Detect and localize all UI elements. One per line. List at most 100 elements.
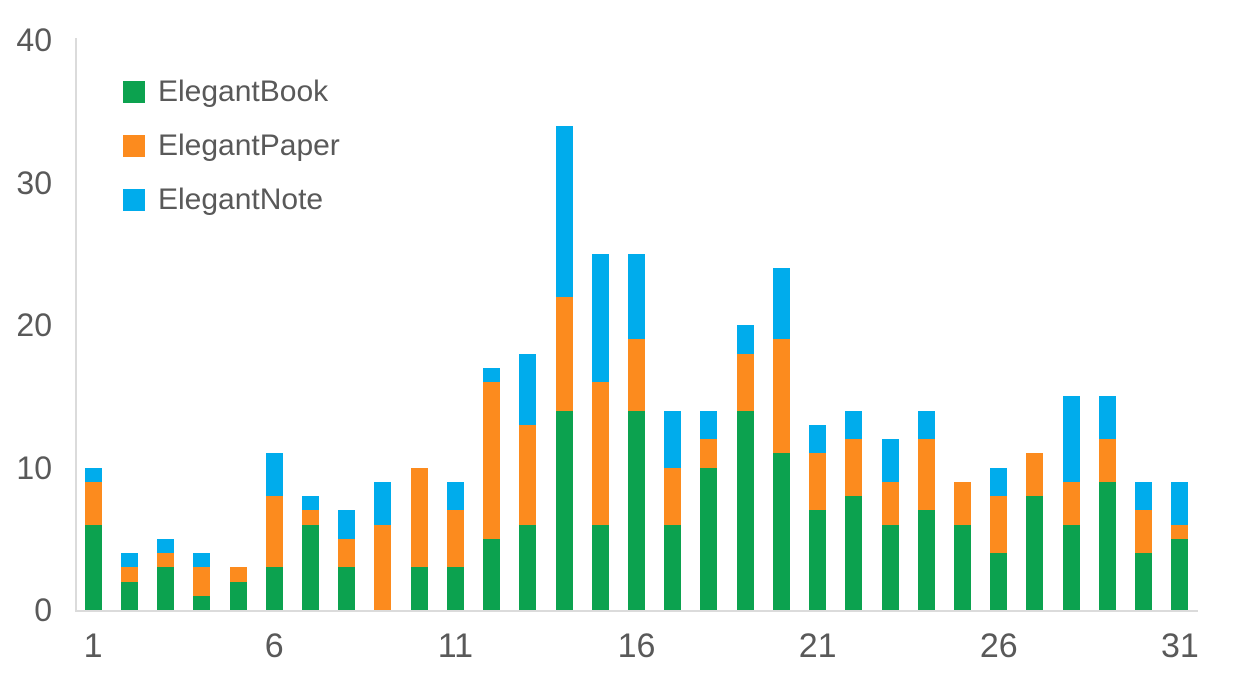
bar-segment-elegantnote-day19: [736, 325, 754, 354]
bar-segment-elegantnote-day2: [120, 553, 138, 568]
legend: ElegantBook ElegantPaper ElegantNote: [123, 75, 340, 216]
bar-segment-elegantbook-day24: [917, 510, 935, 610]
bar-segment-elegantpaper-day28: [1062, 481, 1080, 525]
bar-segment-elegantpaper-day23: [881, 481, 899, 525]
y-axis-tick-label: 0: [34, 592, 52, 628]
bar-segment-elegantbook-day29: [1098, 481, 1116, 610]
bar-segment-elegantbook-day2: [120, 581, 138, 610]
bar-segment-elegantpaper-day11: [446, 510, 464, 568]
plot-area: [75, 38, 1198, 612]
bar-segment-elegantpaper-day9: [374, 524, 392, 610]
bar-segment-elegantbook-day20: [772, 453, 790, 610]
bar-segment-elegantpaper-day7: [301, 510, 319, 525]
bar-segment-elegantnote-day20: [772, 268, 790, 340]
bar-segment-elegantnote-day23: [881, 439, 899, 482]
x-axis-tick-label: 6: [264, 627, 284, 665]
bar-segment-elegantbook-day18: [700, 467, 718, 610]
bar-segment-elegantbook-day6: [265, 567, 283, 610]
bar-segment-elegantbook-day1: [84, 524, 102, 610]
bar-segment-elegantpaper-day5: [229, 567, 247, 582]
bar-segment-elegantnote-day11: [446, 481, 464, 511]
bar-segment-elegantpaper-day19: [736, 353, 754, 411]
bar-segment-elegantpaper-day29: [1098, 439, 1116, 482]
bar-segment-elegantbook-day22: [845, 496, 863, 610]
bar-segment-elegantpaper-day30: [1135, 510, 1153, 553]
bar-segment-elegantpaper-day27: [1026, 453, 1044, 496]
bar-segment-elegantbook-day31: [1171, 538, 1189, 610]
bar-segment-elegantnote-day4: [193, 553, 211, 568]
y-axis-tick-label: 20: [16, 307, 52, 343]
bar-segment-elegantpaper-day12: [483, 382, 501, 539]
bar-segment-elegantpaper-day2: [120, 567, 138, 582]
bar-segment-elegantbook-day25: [954, 524, 972, 610]
x-axis-tick-label: 11: [437, 627, 473, 665]
bar-segment-elegantbook-day27: [1026, 496, 1044, 610]
legend-label: ElegantBook: [158, 75, 329, 108]
legend-swatch-icon: [123, 81, 145, 103]
bar-segment-elegantbook-day7: [301, 524, 319, 610]
bar-segment-elegantpaper-day6: [265, 496, 283, 568]
x-axis-tick-label: 1: [83, 627, 103, 665]
bar-segment-elegantpaper-day13: [519, 424, 537, 525]
legend-swatch-icon: [123, 135, 145, 157]
bar-segment-elegantnote-day15: [591, 253, 609, 382]
bar-segment-elegantbook-day5: [229, 581, 247, 610]
y-axis-tick-label: 10: [16, 449, 52, 486]
bar-segment-elegantbook-day14: [555, 410, 573, 610]
bar-segment-elegantnote-day26: [990, 467, 1008, 496]
bar-segment-elegantnote-day13: [519, 353, 537, 425]
bar-segment-elegantnote-day9: [374, 481, 392, 525]
bar-segment-elegantpaper-day25: [954, 481, 972, 525]
bar-segment-elegantpaper-day21: [809, 453, 827, 511]
bar-segment-elegantpaper-day16: [628, 339, 645, 411]
x-axis-tick-label: 16: [617, 627, 656, 665]
bar-segment-elegantnote-day17: [664, 410, 682, 468]
bar-segment-elegantnote-day29: [1098, 396, 1116, 439]
bar-segment-elegantnote-day14: [555, 125, 573, 297]
bar-segment-elegantnote-day6: [265, 453, 283, 496]
x-axis-tick-label: 31: [1160, 627, 1199, 665]
legend-item-elegantnote: ElegantNote: [123, 183, 340, 216]
bar-segment-elegantnote-day31: [1171, 481, 1189, 525]
bar-segment-elegantpaper-day17: [664, 467, 682, 525]
bar-segment-elegantbook-day26: [990, 553, 1008, 610]
bar-segment-elegantbook-day4: [193, 595, 211, 610]
bar-segment-elegantbook-day28: [1062, 524, 1080, 610]
legend-item-elegantbook: ElegantBook: [123, 75, 340, 108]
bar-segment-elegantbook-day17: [664, 524, 682, 610]
bar-segment-elegantpaper-day3: [157, 553, 175, 568]
bar-segment-elegantbook-day10: [410, 567, 428, 610]
bar-segment-elegantpaper-day1: [84, 481, 102, 525]
bar-segment-elegantnote-day30: [1135, 481, 1153, 511]
y-axis-tick-label: 30: [16, 164, 52, 201]
bar-segment-elegantbook-day8: [338, 567, 356, 610]
x-axis-tick-label: 26: [979, 627, 1018, 665]
bar-segment-elegantpaper-day20: [772, 339, 790, 454]
bar-segment-elegantpaper-day24: [917, 439, 935, 511]
x-axis-tick-label: 21: [798, 627, 837, 665]
bar-segment-elegantbook-day11: [446, 567, 464, 610]
bar-segment-elegantnote-day24: [917, 410, 935, 439]
bar-segment-elegantnote-day1: [84, 467, 102, 482]
bar-segment-elegantnote-day12: [483, 367, 501, 382]
bar-segment-elegantbook-day23: [881, 524, 899, 610]
y-axis-tick-label: 40: [16, 22, 52, 58]
bar-segment-elegantbook-day30: [1135, 553, 1153, 610]
bar-segment-elegantpaper-day10: [410, 467, 428, 568]
bar-segment-elegantbook-day19: [736, 410, 754, 610]
bar-segment-elegantpaper-day15: [591, 382, 609, 525]
legend-label: ElegantPaper: [158, 129, 340, 162]
bar-segment-elegantbook-day15: [591, 524, 609, 610]
bar-segment-elegantpaper-day31: [1171, 524, 1189, 539]
legend-swatch-icon: [123, 189, 145, 211]
bar-segment-elegantnote-day28: [1062, 396, 1080, 482]
bar-segment-elegantpaper-day22: [845, 439, 863, 496]
bar-segment-elegantnote-day16: [628, 253, 645, 340]
legend-label: ElegantNote: [158, 183, 324, 216]
bar-segment-elegantpaper-day26: [990, 496, 1008, 553]
bar-segment-elegantnote-day18: [700, 410, 718, 439]
bar-segment-elegantbook-day3: [157, 567, 175, 610]
bar-segment-elegantbook-day21: [809, 510, 827, 610]
bar-segment-elegantbook-day12: [483, 538, 501, 610]
